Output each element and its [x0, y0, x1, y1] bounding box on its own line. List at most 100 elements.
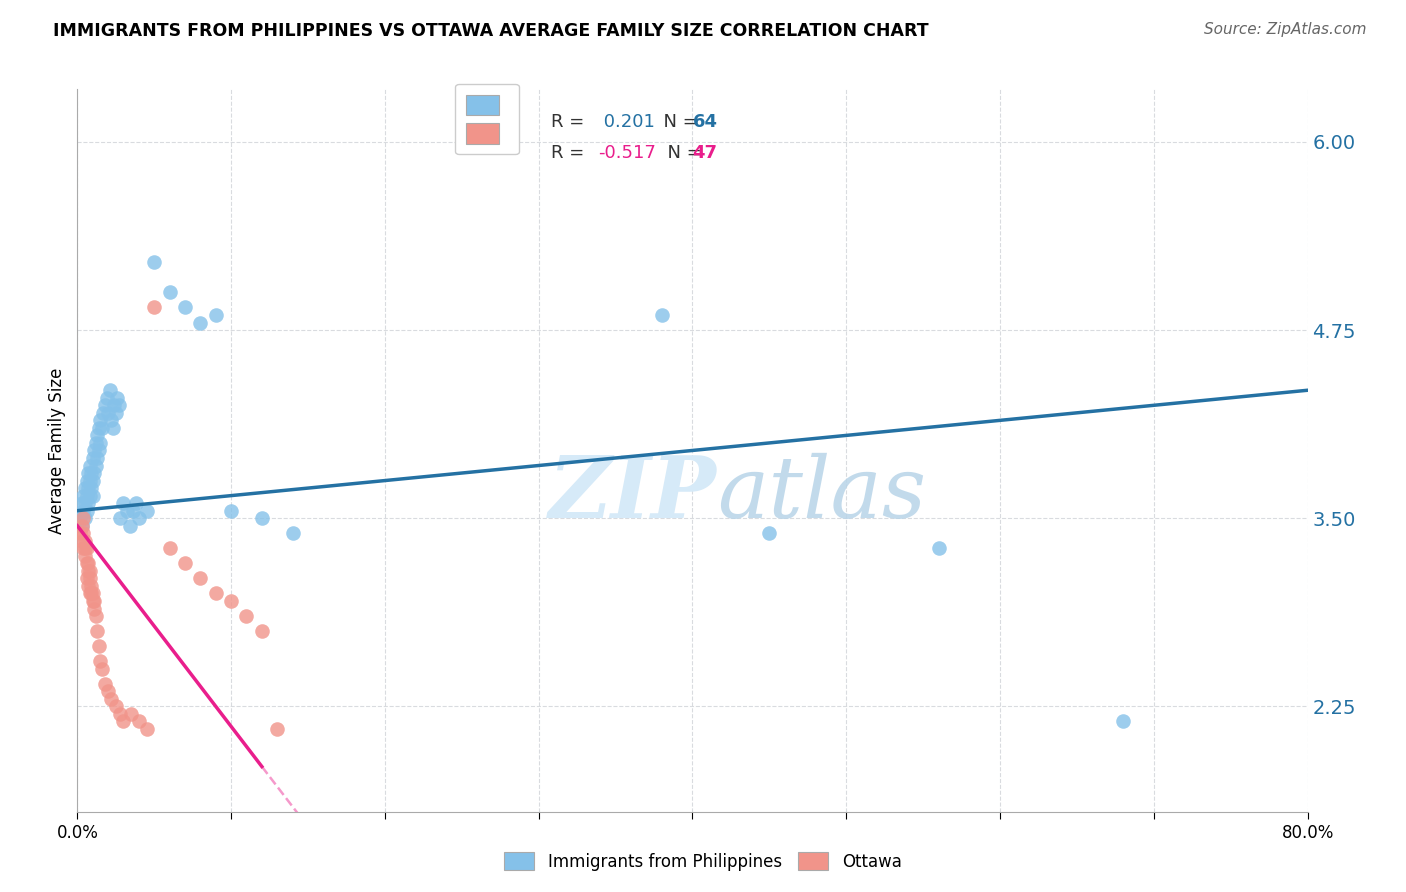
Point [135, 503, 157, 517]
Point [84, 458, 107, 473]
Point [76, 557, 98, 571]
Point [90, 662, 114, 676]
Point [120, 706, 142, 721]
Point [86, 450, 108, 465]
Text: Source: ZipAtlas.com: Source: ZipAtlas.com [1204, 22, 1367, 37]
Point [83, 594, 105, 608]
Point [118, 518, 141, 533]
Point [188, 571, 212, 585]
Point [80, 466, 103, 480]
Point [82, 594, 104, 608]
Point [128, 714, 150, 729]
Point [101, 421, 124, 435]
Point [82, 450, 104, 465]
Point [266, 722, 288, 736]
Point [87, 421, 110, 435]
Point [100, 413, 122, 427]
Point [112, 496, 135, 510]
Point [121, 503, 143, 517]
Point [84, 436, 107, 450]
Point [76, 541, 98, 556]
Point [77, 564, 100, 578]
Point [93, 406, 115, 420]
Point [159, 285, 181, 300]
Point [97, 406, 120, 420]
Point [79, 458, 101, 473]
Point [73, 549, 96, 563]
Text: 64: 64 [693, 112, 717, 131]
Point [105, 391, 128, 405]
Point [108, 398, 131, 412]
Point [94, 398, 117, 412]
Point [219, 503, 242, 517]
Point [1112, 714, 1135, 729]
Point [72, 526, 94, 541]
Text: R =: R = [551, 112, 591, 131]
Point [77, 466, 100, 480]
Point [77, 579, 100, 593]
Text: N =: N = [652, 112, 703, 131]
Point [79, 571, 101, 585]
Point [84, 609, 107, 624]
Point [143, 255, 166, 269]
Point [73, 511, 96, 525]
Point [73, 496, 96, 510]
Point [125, 496, 148, 510]
Point [86, 428, 108, 442]
Point [651, 308, 673, 322]
Point [72, 511, 94, 525]
Point [82, 489, 104, 503]
Point [98, 384, 121, 398]
Point [110, 511, 132, 525]
Point [80, 586, 103, 600]
Point [204, 586, 226, 600]
Point [103, 398, 125, 412]
Point [100, 691, 122, 706]
Point [94, 677, 117, 691]
Point [72, 503, 94, 517]
Point [89, 654, 111, 668]
Point [188, 316, 212, 330]
Point [72, 541, 94, 556]
Point [79, 564, 101, 578]
Point [82, 474, 104, 488]
Point [135, 722, 157, 736]
Point [235, 609, 257, 624]
Point [104, 699, 127, 714]
Point [76, 503, 98, 517]
Point [128, 511, 150, 525]
Point [281, 526, 304, 541]
Point [70, 518, 93, 533]
Y-axis label: Average Family Size: Average Family Size [48, 368, 66, 533]
Point [69, 526, 91, 541]
Point [73, 533, 96, 548]
Point [73, 541, 96, 556]
Point [83, 466, 105, 480]
Point [87, 443, 110, 458]
Point [928, 541, 950, 556]
Point [79, 489, 101, 503]
Point [79, 586, 101, 600]
Point [250, 511, 273, 525]
Point [159, 541, 181, 556]
Point [69, 511, 91, 525]
Point [79, 474, 101, 488]
Point [76, 571, 98, 585]
Point [83, 601, 105, 615]
Text: N =: N = [655, 144, 707, 161]
Point [174, 301, 197, 315]
Point [90, 421, 114, 435]
Point [115, 503, 138, 517]
Text: 0.201: 0.201 [598, 112, 655, 131]
Legend: Immigrants from Philippines, Ottawa: Immigrants from Philippines, Ottawa [496, 844, 910, 880]
Point [758, 526, 780, 541]
Point [77, 496, 100, 510]
Point [250, 624, 273, 639]
Text: -0.517: -0.517 [598, 144, 655, 161]
Point [80, 579, 103, 593]
Point [104, 406, 127, 420]
Point [112, 714, 135, 729]
Point [70, 518, 93, 533]
Point [77, 557, 100, 571]
Point [76, 489, 98, 503]
